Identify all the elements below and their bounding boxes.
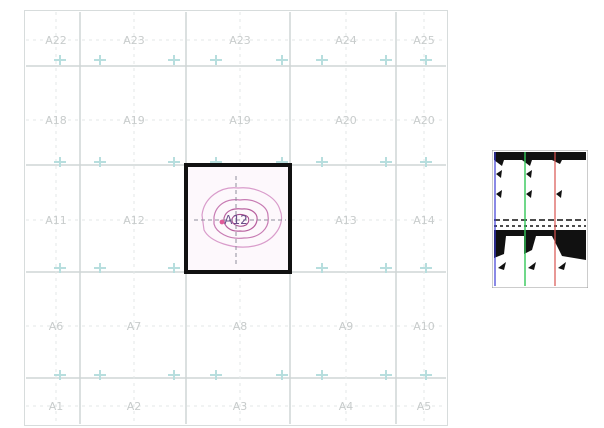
grid-tile-labels: A22 A23 A23 A24 A25 A18 A19 A19 A20 A20 A11 A12 A13 A… [45,34,435,413]
tile-label: A8 [233,320,248,333]
tile-label: A22 [45,34,67,47]
tile-label: A1 [49,400,64,413]
tile-label: A23 [123,34,145,47]
selection-box [184,163,292,274]
tile-preview-icon [492,150,588,288]
tile-label: A19 [123,114,145,127]
tile-label: A24 [335,34,357,47]
tile-label: A23 [229,34,251,47]
tile-label: A7 [127,320,142,333]
tile-label: A19 [229,114,251,127]
tile-label: A25 [413,34,435,47]
tile-label: A12 [123,214,145,227]
tile-label: A6 [49,320,64,333]
selected-tile[interactable]: A12 [184,163,292,274]
tile-label: A2 [127,400,142,413]
tile-grid: A22 A23 A23 A24 A25 A18 A19 A19 A20 A20 A11 A12 A13 A… [24,10,448,426]
preview-dashed-band [494,219,586,236]
tile-label: A9 [339,320,354,333]
contour-lines [194,176,286,265]
tile-label: A10 [413,320,435,333]
preview-mid-marks [496,170,562,198]
tile-label: A18 [45,114,67,127]
tile-label: A20 [413,114,435,127]
tile-label: A11 [45,214,67,227]
tile-label: A4 [339,400,354,413]
tile-label: A13 [335,214,357,227]
tile-label: A20 [335,114,357,127]
tile-label: A3 [233,400,248,413]
tile-label: A14 [413,214,435,227]
preview-bottom-blocks [494,236,586,270]
tile-label: A5 [417,400,432,413]
selected-tile-label: A12 [224,213,247,227]
